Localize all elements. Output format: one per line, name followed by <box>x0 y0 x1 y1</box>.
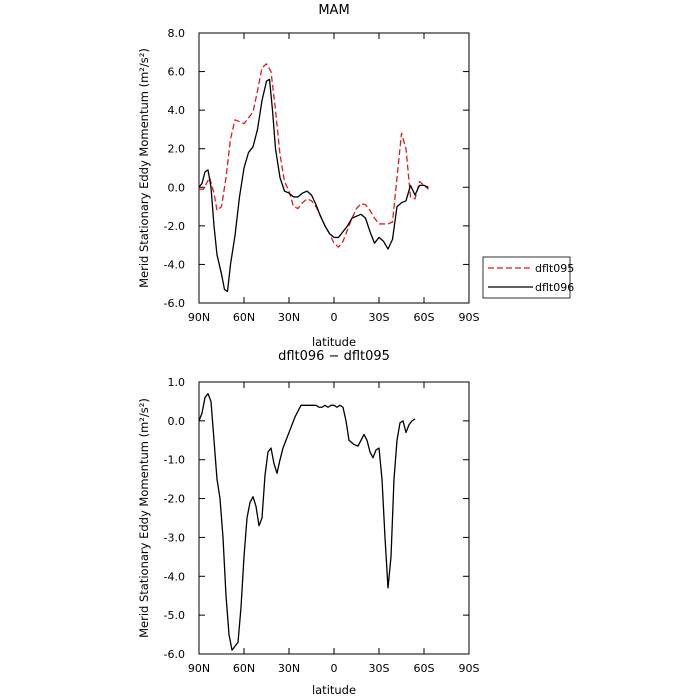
chart_data.0-x-tick-label-4: 30S <box>369 311 390 324</box>
chart_data.1-y-tick-label-3: -3.0 <box>164 531 185 544</box>
chart-bottom-y-axis-title: Merid Stationary Eddy Momentum (m²/s²) <box>137 398 151 638</box>
chart_data.1-y-tick-label-1: -5.0 <box>164 609 185 622</box>
chart_data.1-series-0 <box>198 393 416 651</box>
chart-bottom: dflt096 − dflt095 90N 60N 30N 0 30S 60S 90S -6.… <box>137 349 480 697</box>
chart_data.1-y-tick-label-7: 1.0 <box>168 376 186 389</box>
chart_data.1-y-tick-label-2: -4.0 <box>164 570 185 583</box>
chart_data.1-x-tick-label-0: 90N <box>188 662 210 675</box>
chart-top-title: MAM <box>318 3 349 18</box>
chart_data.0-y-tick-label-2: -2.0 <box>164 220 185 233</box>
chart_data.0-y-tick-label-6: 6.0 <box>168 66 186 79</box>
chart_data.0-y-tick-label-7: 8.0 <box>168 27 186 40</box>
series-dflt096 <box>198 78 429 293</box>
chart_data.0-x-tick-label-3: 0 <box>331 311 338 324</box>
chart-bottom-series <box>198 393 416 651</box>
chart_data.0-x-tick-label-0: 90N <box>188 311 210 324</box>
chart_data.1-x-tick-label-4: 30S <box>369 662 390 675</box>
chart_data.0-y-tick-label-1: -4.0 <box>164 258 185 271</box>
chart-top-y-axis-title: Merid Stationary Eddy Momentum (m²/s²) <box>137 48 151 288</box>
chart_data.0-x-tick-label-1: 60N <box>233 311 255 324</box>
chart-top-series <box>198 63 429 293</box>
series-dflt095 <box>199 63 429 248</box>
chart_data.0-y-tick-label-4: 2.0 <box>168 143 186 156</box>
chart-bottom-title: dflt096 − dflt095 <box>278 349 390 364</box>
chart_data.1-x-tick-label-6: 90S <box>459 662 480 675</box>
chart-top-ticks: 90N 60N 30N 0 30S 60S 90S -6.0 -4.0 -2.0 0.0 2.0 4.0… <box>164 27 480 324</box>
chart_data.1-x-tick-label-3: 0 <box>331 662 338 675</box>
chart_data.1-x-tick-label-1: 60N <box>233 662 255 675</box>
chart_data.1-x-tick-label-5: 60S <box>414 662 435 675</box>
chart_data.0-x-tick-label-6: 90S <box>459 311 480 324</box>
chart-top-legend: dflt095 dflt096 <box>482 256 574 299</box>
legend-label-dflt096: dflt096 <box>535 281 574 294</box>
chart_data.1-x-tick-label-2: 30N <box>278 662 300 675</box>
chart-top: MAM 90N 60N 30N 0 30S 60S 90S -6.0 -4.0 -2.0 0.0 2.… <box>137 3 574 349</box>
chart-top-x-axis-title: latitude <box>312 335 356 349</box>
chart_data.0-y-tick-label-3: 0.0 <box>168 181 186 194</box>
chart_data.1-y-tick-label-5: -1.0 <box>164 454 185 467</box>
chart_data.1-y-tick-label-4: -2.0 <box>164 493 185 506</box>
chart_data.1-y-tick-label-6: 0.0 <box>168 415 186 428</box>
legend-label-dflt095: dflt095 <box>535 262 574 275</box>
legend-frame <box>482 256 571 299</box>
chart-bottom-x-axis-title: latitude <box>312 683 356 697</box>
chart_data.0-x-tick-label-2: 30N <box>278 311 300 324</box>
chart_data.0-y-tick-label-0: -6.0 <box>164 297 185 310</box>
chart_data.1-y-tick-label-0: -6.0 <box>164 648 185 661</box>
chart_data.0-x-tick-label-5: 60S <box>414 311 435 324</box>
chart_data.0-y-tick-label-5: 4.0 <box>168 104 186 117</box>
chart-bottom-ticks: 90N 60N 30N 0 30S 60S 90S -6.0 -5.0 -4.0 -3.0 -2.0 -… <box>164 376 480 675</box>
